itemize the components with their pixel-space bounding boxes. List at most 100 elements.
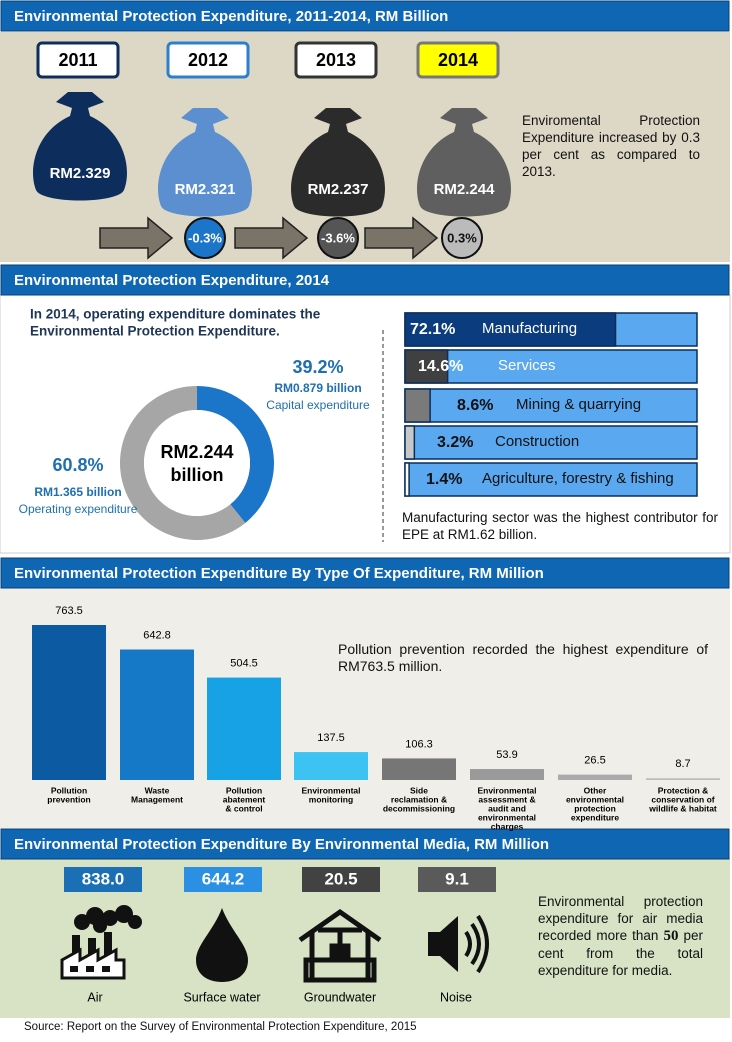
sector-track — [404, 349, 698, 384]
panel — [0, 588, 730, 828]
bar — [382, 758, 456, 780]
header-bar — [0, 557, 730, 589]
category-label: wildlife & habitat — [648, 803, 717, 813]
note-text: Environmental protection expenditure for… — [538, 894, 703, 943]
bar-value: 137.5 — [317, 732, 345, 744]
media-box — [418, 867, 496, 892]
amount: RM2.244 — [434, 181, 496, 198]
donut-segment — [119, 386, 246, 540]
sector-share: 3.2% — [437, 434, 473, 451]
category-label: conservation of — [651, 794, 714, 804]
bar-value: 763.5 — [55, 605, 83, 617]
note-emphasis: 50 — [663, 928, 679, 944]
category-label: assessment & — [478, 794, 535, 804]
amount: RM2.329 — [50, 165, 111, 182]
sector-share: 8.6% — [457, 397, 493, 414]
bar — [470, 769, 544, 780]
share-amount: RM0.879 billion — [274, 381, 361, 395]
money-bag — [33, 92, 127, 201]
sector-bar — [404, 462, 410, 497]
year-box — [294, 41, 378, 79]
amount: RM2.321 — [175, 181, 236, 198]
bar-value: 504.5 — [230, 657, 258, 669]
total: billion — [171, 465, 224, 485]
category-label: Other — [584, 785, 607, 795]
change: 0.3% — [447, 230, 477, 245]
bar — [207, 677, 281, 780]
category-label: Management — [131, 794, 183, 804]
header-bar — [0, 0, 730, 32]
groundwater-icon — [298, 908, 382, 983]
sector-bar — [404, 425, 416, 460]
year-box — [166, 41, 250, 79]
section-title: Environmental Protection Expenditure, 20… — [14, 8, 448, 25]
share-name: Operating expenditure — [19, 502, 138, 516]
sector-track — [404, 462, 698, 497]
amount: RM2.237 — [308, 181, 369, 198]
sector-name: Services — [498, 357, 556, 374]
category-label: abatement — [223, 794, 266, 804]
change: -0.3% — [188, 230, 222, 245]
bar — [120, 649, 194, 780]
change-badge — [184, 217, 226, 259]
section-title: Environmental Protection Expenditure, 20… — [14, 272, 330, 289]
bar-value: 8.7 — [675, 758, 690, 770]
category-label: audit and — [488, 803, 526, 813]
share: 60.8% — [52, 455, 103, 475]
media-amount: 644.2 — [202, 869, 245, 888]
year: 2012 — [188, 50, 228, 70]
note-text: per cent from the total expenditure for … — [538, 928, 703, 978]
year: 2011 — [58, 50, 97, 70]
bar — [558, 774, 632, 780]
sector-share: 72.1% — [410, 321, 455, 338]
media-amount: 9.1 — [445, 869, 469, 888]
note: Manufacturing sector was the highest con… — [402, 510, 718, 542]
header-bar — [0, 828, 730, 860]
bar — [294, 752, 368, 780]
water-icon — [196, 908, 248, 982]
media-amount: 838.0 — [82, 869, 125, 888]
category-label: decommissioning — [383, 803, 455, 813]
category-label: Environmental — [477, 785, 536, 795]
donut-hole — [144, 410, 250, 516]
sector-bar — [404, 312, 617, 347]
share-name: Capital expenditure — [266, 398, 370, 412]
category-label: charges — [491, 821, 524, 831]
bar-value: 106.3 — [405, 738, 433, 750]
intro: In 2014, operating expenditure dominates… — [30, 307, 321, 322]
category-label: environmental — [478, 812, 536, 822]
header-bar — [0, 264, 730, 296]
category-label: Pollution — [51, 785, 87, 795]
change-badge — [441, 217, 483, 259]
sector-name: Manufacturing — [482, 320, 577, 337]
category-label: environmental — [566, 794, 624, 804]
year: 2014 — [438, 50, 478, 70]
year-box — [416, 41, 500, 79]
bar-value: 26.5 — [584, 755, 605, 767]
intro: Environmental Protection Expenditure. — [30, 324, 280, 339]
sector-name: Mining & quarrying — [516, 396, 641, 413]
category-label: Protection & — [658, 785, 709, 795]
category-label: prevention — [47, 794, 90, 804]
category-label: monitoring — [309, 794, 353, 804]
note: Pollution prevention recorded the highes… — [338, 641, 708, 674]
sector-name: Agriculture, forestry & fishing — [482, 470, 674, 487]
money-bag — [417, 108, 511, 217]
section-title: Environmental Protection Expenditure By … — [14, 836, 549, 853]
media-box — [302, 867, 380, 892]
source: Source: Report on the Survey of Environm… — [24, 1021, 417, 1033]
change: -3.6% — [321, 230, 355, 245]
sector-track — [404, 425, 698, 460]
share-amount: RM1.365 billion — [34, 485, 121, 499]
section-title: Environmental Protection Expenditure By … — [14, 565, 544, 582]
sector-name: Construction — [495, 433, 579, 450]
category-label: expenditure — [571, 812, 619, 822]
money-bag — [158, 108, 252, 217]
category-label: Pollution — [226, 785, 262, 795]
bar — [646, 778, 720, 780]
sector-share: 14.6% — [418, 358, 463, 375]
media-box — [184, 867, 262, 892]
media-name: Groundwater — [304, 990, 376, 1004]
